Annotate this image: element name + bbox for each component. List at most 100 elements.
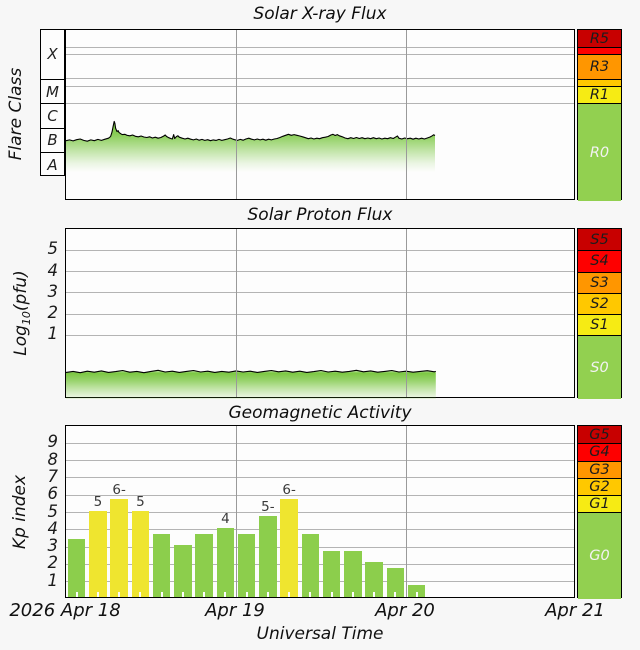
kp-bar-label: 6- [282,481,296,498]
gridline-horizontal [66,292,574,294]
kp-y-tick: 5 [47,501,59,521]
xray-plot-area [65,29,575,201]
g-scale-legend: G5 G4 G3 G2 G1 G0 [577,425,622,599]
gridline-horizontal [66,53,574,55]
kp-bar [110,498,128,597]
gridline-horizontal [66,334,574,336]
kp-bar [280,498,298,597]
xray-flux-curve [66,120,436,201]
g-scale-segment-5: G0 [578,512,621,599]
s-scale-segment-3: S2 [578,292,621,314]
proton-flux-curve [66,369,436,399]
kp-bar-bottom-tick [224,592,227,597]
g-scale-segment-2: G3 [578,460,621,478]
gridline-horizontal [66,249,574,251]
kp-y-tick: 2 [47,553,59,573]
gridline-horizontal [66,313,574,315]
gridline-horizontal [66,102,574,104]
gridline-horizontal [66,512,574,513]
kp-bar-bottom-tick [373,592,376,597]
x-tick-apr20: Apr 20 [375,600,435,621]
gridline-horizontal [66,460,574,462]
gridline-horizontal [66,494,574,496]
gridline-day-boundary [405,426,407,597]
proton-y-tick: 1 [47,324,59,344]
gridline-horizontal [66,529,574,531]
kp-bar-bottom-tick [245,592,248,597]
gridline-horizontal [66,477,574,479]
s-scale-segment-2: S3 [578,271,621,293]
gridline-horizontal [66,563,574,565]
flare-class-box-c: C [41,103,64,127]
kp-bar-bottom-tick [96,592,99,597]
kp-bar-bottom-tick [75,592,78,597]
proton-y-tick: 3 [47,281,59,301]
flare-class-box-b: B [41,127,64,152]
s-scale-segment-1: S4 [578,250,621,272]
gridline-day-boundary [235,426,237,597]
proton-y-tick: 4 [47,260,59,280]
gridline-day-boundary [235,30,237,199]
kp-bar-bottom-tick [394,592,397,597]
kp-bar [237,533,256,597]
kp-y-tick: 4 [47,518,59,538]
gridline-day-boundary [405,30,407,199]
gridline-horizontal [66,271,574,272]
kp-bar [131,510,150,597]
r-scale-segment-2: R3 [578,54,621,79]
gridline-horizontal [66,442,574,444]
kp-bar-bottom-tick [181,592,184,597]
kp-bar-bottom-tick [266,592,269,597]
x-tick-apr21: Apr 21 [545,600,605,621]
kp-bar [89,510,107,597]
kp-bar-label: 5 [136,493,145,510]
kp-y-tick: 3 [47,536,59,556]
s-scale-legend: S5 S4 S3 S2 S1 S0 [577,228,622,399]
kp-bar-label: 4 [221,510,230,527]
kp-bar-bottom-tick [415,592,418,597]
proton-panel-title: Solar Proton Flux [247,205,393,225]
r-scale-segment-0: R5 [578,30,621,48]
kp-bar [407,585,426,597]
kp-plot-area: 5 6- 5 4 5- 6- [65,425,575,598]
x-tick-apr19: Apr 19 [205,600,265,621]
kp-bar-bottom-tick [288,592,291,597]
r-scale-segment-1 [578,47,621,55]
r-scale-segment-3 [578,78,621,87]
kp-y-tick: 9 [47,432,59,452]
s-scale-segment-0: S5 [578,229,621,251]
gridline-day-boundary [235,229,237,397]
proton-y-tick: 5 [47,239,59,259]
kp-bar [259,516,277,597]
proton-y-tick: 2 [47,303,59,322]
kp-bar [152,533,171,597]
kp-bar [67,539,86,597]
kp-bar-bottom-tick [351,592,354,597]
kp-y-tick: 7 [47,466,59,486]
flare-class-box-a: A [41,152,64,176]
x-tick-apr18: 2026 Apr 18 [9,600,121,621]
kp-bar-bottom-tick [203,592,206,597]
gridline-horizontal [66,46,574,48]
kp-bar-label: 5 [93,493,103,510]
flare-class-box-x: X [47,45,58,64]
xray-panel-title: Solar X-ray Flux [253,4,387,24]
kp-bar [216,527,235,597]
kp-bar [195,533,213,597]
gridline-horizontal [66,78,574,80]
kp-y-tick: 6 [47,484,59,504]
kp-bar-bottom-tick [118,592,121,597]
kp-bar-label: 5- [261,499,275,516]
r-scale-legend: R5 R3 R1 R0 [577,29,622,201]
x-axis-title: Universal Time [256,624,384,644]
kp-y-tick: 8 [47,449,59,469]
r-scale-segment-4: R1 [578,86,621,104]
kp-bar [174,545,192,597]
xray-y-axis-label: Flare Class [6,67,26,161]
g-scale-segment-4: G1 [578,495,621,513]
kp-bar-label: 6- [112,481,126,498]
flare-class-box-m: M [41,78,64,103]
g-scale-segment-1: G4 [578,443,621,461]
